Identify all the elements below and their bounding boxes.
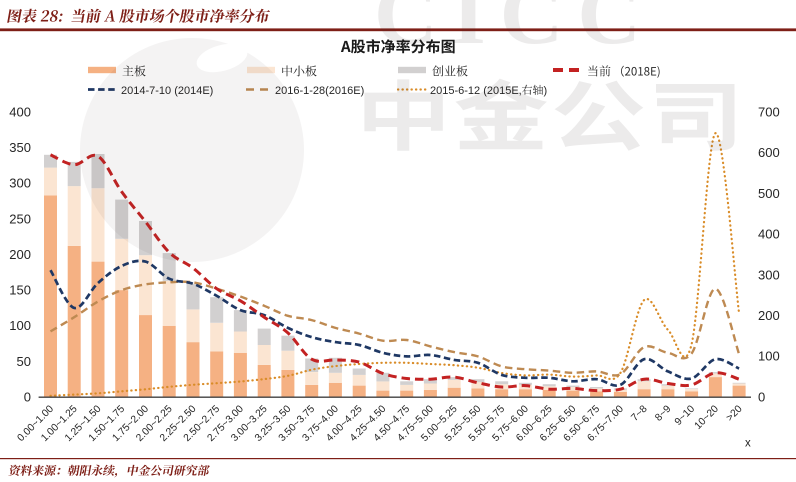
svg-text:CICC: CICC: [374, 0, 655, 63]
svg-text:2015-6-12 (2015E,: 2015-6-12 (2015E,: [430, 85, 522, 97]
svg-text:): ): [544, 85, 548, 97]
svg-text:200: 200: [9, 247, 31, 262]
svg-text:400: 400: [9, 104, 31, 119]
svg-text:150: 150: [9, 283, 31, 298]
svg-text:2014-7-10 (2014E): 2014-7-10 (2014E): [121, 85, 213, 97]
svg-text:250: 250: [9, 211, 31, 226]
svg-text:300: 300: [9, 176, 31, 191]
svg-text:350: 350: [9, 140, 31, 155]
svg-text:0: 0: [758, 389, 765, 404]
svg-text:x: x: [745, 438, 751, 450]
svg-text:400: 400: [758, 227, 780, 242]
svg-text:500: 500: [758, 186, 780, 201]
svg-text:200: 200: [758, 308, 780, 323]
svg-text:0: 0: [24, 389, 31, 404]
svg-text:700: 700: [758, 104, 780, 119]
svg-text:600: 600: [758, 145, 780, 160]
svg-text:100: 100: [758, 349, 780, 364]
svg-text:300: 300: [758, 267, 780, 282]
svg-text:2016-1-28(2016E): 2016-1-28(2016E): [275, 85, 364, 97]
svg-text:50: 50: [17, 354, 31, 369]
svg-text:100: 100: [9, 318, 31, 333]
